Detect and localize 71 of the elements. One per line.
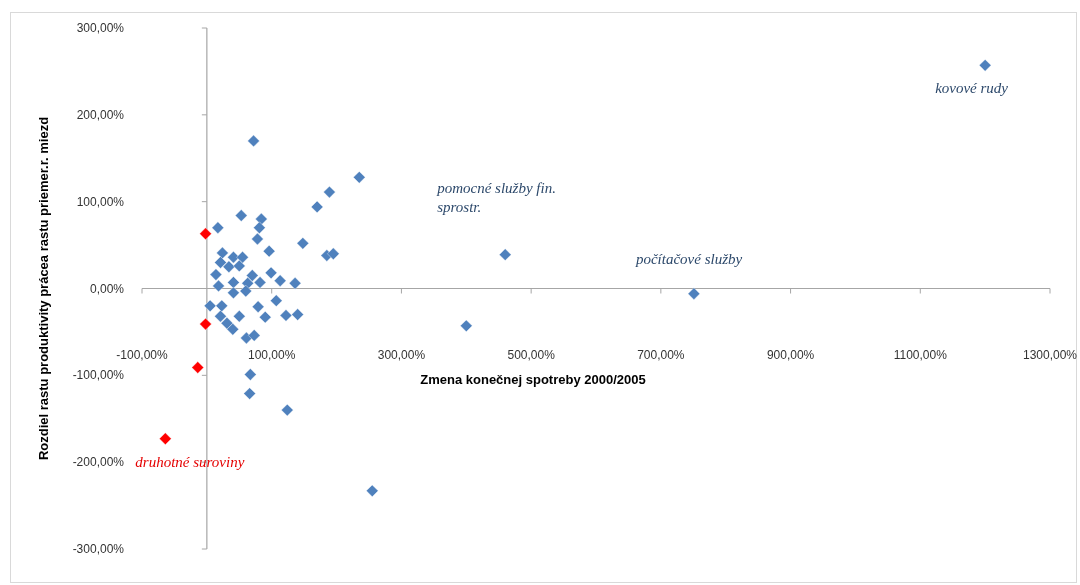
- x-tick-label: 300,00%: [377, 347, 426, 362]
- point: [244, 368, 257, 381]
- point: [214, 310, 227, 323]
- x-tick-label: 100,00%: [248, 347, 296, 362]
- point: [214, 256, 227, 269]
- point: [253, 276, 267, 289]
- point: [209, 268, 223, 281]
- point: [253, 221, 266, 234]
- x-tick-label: 500,00%: [507, 347, 556, 362]
- point: [220, 317, 234, 330]
- point: [227, 276, 240, 289]
- point: [264, 266, 278, 280]
- annotation: počítačové služby: [634, 250, 743, 267]
- point: [270, 294, 283, 307]
- point: [199, 317, 212, 331]
- point: [291, 308, 304, 321]
- x-tick-label: 1300,00%: [1022, 347, 1078, 362]
- y-tick-label: -300,00%: [72, 542, 125, 556]
- point: [222, 260, 236, 273]
- point: [279, 309, 293, 322]
- x-tick-label: 900,00%: [766, 347, 815, 362]
- y-tick-label: 300,00%: [76, 21, 125, 35]
- point: [235, 209, 248, 222]
- point: [288, 277, 302, 290]
- point: [499, 248, 512, 261]
- point: [281, 403, 294, 417]
- x-axis-title: Zmena konečnej spotreby 2000/2005: [420, 372, 646, 387]
- point: [274, 274, 287, 287]
- point: [159, 432, 172, 445]
- point: [227, 286, 240, 299]
- point: [296, 237, 309, 250]
- point: [236, 251, 249, 264]
- point: [216, 246, 229, 260]
- annotation: pomocné služby fin. sprostr.: [436, 179, 556, 215]
- point: [366, 484, 379, 497]
- point: [233, 310, 246, 323]
- point: [239, 284, 252, 298]
- annotation: kovové rudy: [935, 80, 1009, 97]
- x-tick-label: -100,00%: [116, 347, 169, 362]
- y-axis-title: Rozdiel rastu produktivity prácea rastu priemer.r. miezd: [36, 116, 51, 461]
- point: [246, 269, 259, 282]
- annotation: druhotné suroviny: [135, 453, 245, 470]
- y-tick-label: 100,00%: [76, 194, 125, 209]
- point: [687, 287, 701, 300]
- point: [259, 311, 272, 324]
- y-tick-label: 0,00%: [89, 281, 125, 296]
- point: [460, 319, 473, 332]
- point: [211, 221, 225, 234]
- x-tick-label: 1100,00%: [893, 347, 948, 362]
- y-tick-label: 200,00%: [76, 107, 125, 122]
- point: [233, 259, 246, 273]
- point: [191, 361, 204, 374]
- point: [979, 59, 992, 72]
- x-tick-label: 700,00%: [637, 347, 685, 362]
- y-tick-label: -100,00%: [72, 368, 125, 383]
- point: [203, 299, 217, 313]
- point: [215, 299, 228, 313]
- y-tick-label: -200,00%: [72, 455, 125, 470]
- point: [248, 329, 261, 342]
- point: [323, 185, 336, 199]
- point: [226, 323, 239, 336]
- point: [262, 245, 276, 258]
- point: [212, 279, 225, 293]
- point: [243, 387, 256, 400]
- point: [247, 134, 260, 148]
- point: [251, 232, 264, 246]
- point: [251, 300, 265, 313]
- point: [353, 171, 366, 184]
- point: [199, 227, 212, 240]
- point: [310, 200, 324, 214]
- point: [327, 247, 340, 260]
